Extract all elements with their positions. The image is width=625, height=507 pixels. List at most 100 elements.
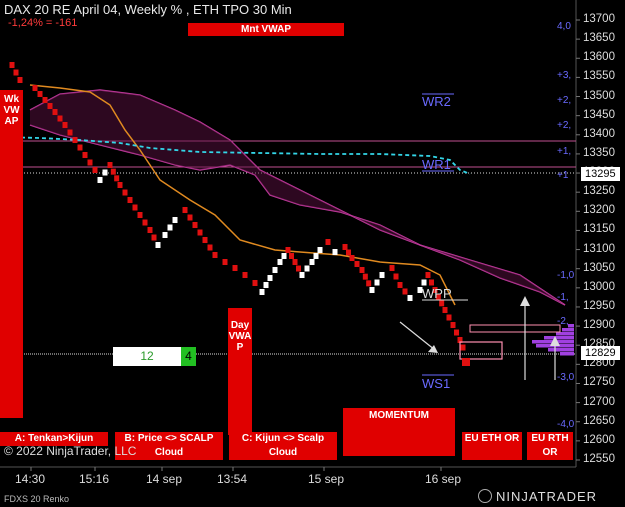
counter-box: 12 4	[113, 347, 196, 366]
renko-brick	[114, 175, 120, 182]
std-dev-label: 4,0	[557, 21, 571, 32]
renko-brick	[212, 252, 218, 258]
renko-brick	[299, 272, 305, 278]
button-a-tenkan-kijun[interactable]: A: Tenkan>Kijun	[0, 432, 108, 446]
renko-brick	[296, 265, 301, 272]
price-tick-label: 13700	[583, 13, 615, 25]
renko-brick	[309, 259, 315, 265]
price-tick-label: 12700	[583, 395, 615, 408]
instrument-label: FDXS 20 Renko	[4, 494, 70, 504]
renko-brick	[285, 247, 291, 253]
copyright-text: © 2022 NinjaTrader, LLC	[4, 444, 137, 458]
renko-brick	[155, 242, 161, 248]
volume-profile-bar	[562, 328, 574, 332]
current-price-tag: 12829	[581, 346, 620, 360]
button-b-price-scalp[interactable]: B: Price <> SCALP Cloud	[115, 432, 223, 460]
pivot-wpp-label: WPP	[422, 286, 452, 301]
renko-brick	[450, 322, 456, 328]
pivot-wr2-label: WR2	[422, 94, 451, 109]
price-tick-label: 12950	[583, 299, 615, 312]
renko-brick	[172, 217, 178, 223]
renko-brick	[87, 159, 93, 166]
eu-rth-or-button[interactable]: EU RTH OR	[527, 432, 573, 460]
renko-brick	[97, 177, 103, 183]
last-brick	[462, 358, 470, 366]
renko-brick	[454, 329, 459, 336]
renko-brick	[267, 275, 273, 281]
time-tick-label: 16 sep	[425, 472, 462, 486]
renko-brick	[207, 244, 213, 251]
price-tick-label: 13350	[583, 146, 615, 159]
renko-brick	[277, 259, 283, 265]
renko-brick	[197, 229, 203, 236]
renko-brick	[366, 280, 372, 287]
renko-brick	[142, 219, 148, 226]
renko-brick	[17, 77, 23, 83]
volume-profile-bar	[544, 336, 574, 340]
renko-brick	[407, 295, 413, 301]
cloud-fill	[30, 90, 565, 305]
renko-brick	[332, 249, 338, 255]
renko-brick	[359, 267, 365, 273]
renko-brick	[127, 197, 133, 203]
momentum-button[interactable]: MOMENTUM	[343, 408, 455, 456]
renko-brick	[242, 272, 248, 278]
renko-brick	[362, 273, 368, 280]
brand-logo: NINJATRADER	[478, 489, 597, 504]
std-dev-label: +2,	[557, 95, 571, 106]
or-range-box	[469, 324, 561, 333]
renko-brick	[222, 259, 228, 265]
renko-brick	[147, 227, 153, 233]
renko-brick	[9, 62, 15, 68]
std-dev-label: +1	[557, 170, 569, 181]
renko-brick	[342, 244, 348, 250]
price-tick-label: 12750	[583, 376, 615, 389]
price-tick-label: 12900	[583, 319, 615, 332]
renko-brick	[393, 273, 399, 280]
weekly-vwap-line	[0, 136, 471, 175]
renko-brick	[397, 282, 403, 288]
renko-brick	[263, 282, 269, 288]
renko-brick	[369, 287, 375, 293]
monthly-vwap-tag: Mnt VWAP	[188, 23, 344, 36]
volume-profile-bar	[568, 324, 574, 328]
renko-brick	[162, 232, 168, 238]
price-tick-label: 13500	[583, 89, 615, 102]
renko-brick	[57, 115, 63, 122]
renko-brick	[354, 261, 360, 267]
renko-brick	[72, 137, 78, 143]
volume-profile-bar	[548, 348, 574, 352]
weekly-vwap-tag: Wk VW AP	[0, 90, 23, 418]
volume-profile-bar	[556, 332, 574, 336]
marker-price-tag: 13295	[581, 167, 620, 181]
renko-brick	[304, 265, 310, 272]
renko-brick	[425, 272, 431, 278]
renko-brick	[117, 182, 123, 188]
renko-brick	[289, 253, 294, 259]
renko-brick	[292, 259, 298, 265]
renko-brick	[379, 272, 385, 278]
renko-brick	[346, 249, 351, 256]
renko-brick	[42, 97, 48, 103]
price-tick-label: 12600	[583, 433, 615, 446]
renko-brick	[37, 91, 43, 97]
change-readout: -1,24% = -161	[8, 17, 78, 29]
renko-brick	[317, 247, 323, 253]
price-tick-label: 13050	[583, 261, 615, 274]
renko-brick	[374, 279, 380, 286]
counter-left: 12	[140, 349, 154, 363]
renko-brick	[202, 237, 208, 243]
std-dev-label: -3,0	[557, 372, 575, 383]
price-tick-label: 13150	[583, 223, 615, 236]
price-tick-label: 13600	[583, 51, 615, 64]
price-tick-label: 12800	[583, 357, 615, 370]
time-tick-label: 14:30	[15, 472, 46, 486]
renko-brick	[435, 293, 441, 300]
renko-brick	[92, 167, 98, 173]
up-arrow-2-head	[550, 336, 560, 346]
value-area-box	[459, 341, 503, 360]
button-c-kijun-scalp[interactable]: C: Kijun <> Scalp Cloud	[229, 432, 337, 460]
eu-eth-or-button[interactable]: EU ETH OR	[462, 432, 522, 460]
renko-brick	[167, 224, 173, 231]
up-arrow-1-head	[520, 296, 530, 306]
